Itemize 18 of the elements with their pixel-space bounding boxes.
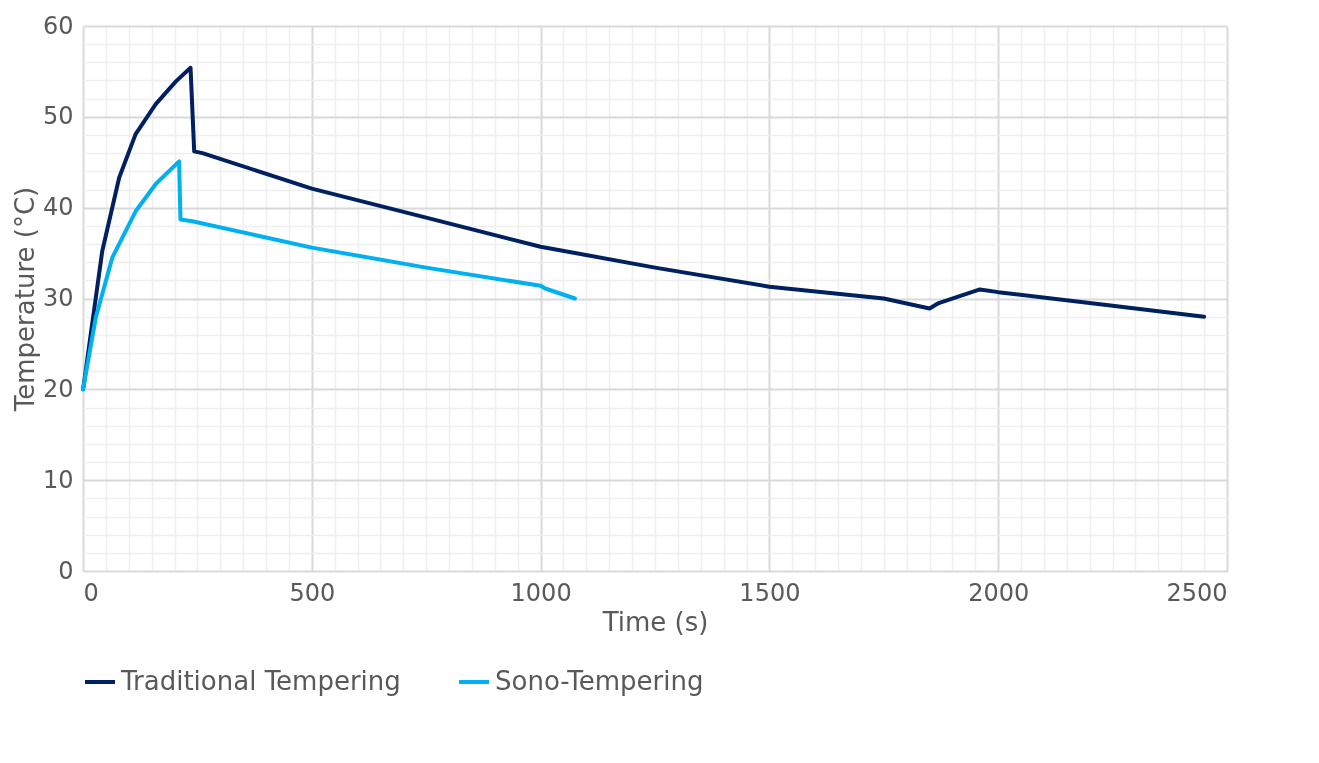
y-axis-title: Temperature (°C) xyxy=(9,186,40,413)
y-tick-label: 0 xyxy=(58,556,74,585)
legend-label: Traditional Tempering xyxy=(120,666,401,696)
x-axis-title: Time (s) xyxy=(601,606,709,637)
y-tick-label: 40 xyxy=(42,193,74,222)
x-tick-label: 500 xyxy=(289,578,336,607)
x-tick-label: 1000 xyxy=(510,578,572,607)
legend-label: Sono-Tempering xyxy=(495,666,704,696)
line-series xyxy=(81,159,577,392)
y-tick-label: 20 xyxy=(42,374,74,403)
y-tick-label: 30 xyxy=(42,284,74,312)
x-tick-label: 1500 xyxy=(739,578,801,607)
x-tick-label: 2500 xyxy=(1166,578,1228,607)
y-tick-label: 60 xyxy=(42,11,74,40)
y-tick-label: 10 xyxy=(42,465,74,494)
y-tick-label: 50 xyxy=(42,102,74,131)
x-tick-label: 0 xyxy=(83,578,99,607)
x-tick-label: 2000 xyxy=(968,578,1030,607)
